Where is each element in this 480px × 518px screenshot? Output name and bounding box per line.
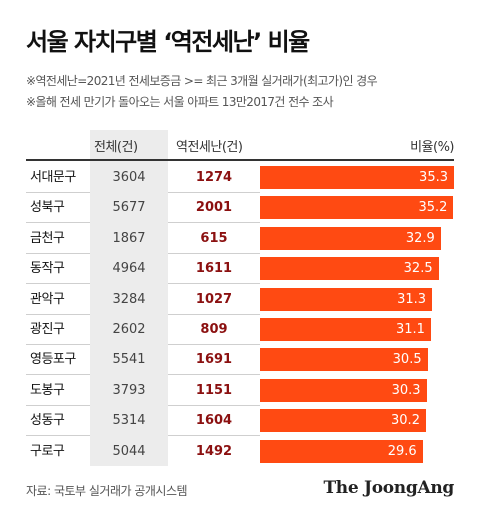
- chart-title: 서울 자치구별 ‘역전세난’ 비율: [26, 28, 310, 56]
- row-divider: [168, 222, 260, 224]
- row-divider: [26, 313, 90, 315]
- row-divider: [168, 192, 260, 193]
- total-count: 3793: [112, 382, 146, 398]
- ratio-label: 32.9: [405, 230, 435, 246]
- table-row: 관악구 3284 1027 31.3: [26, 284, 454, 315]
- row-divider: [168, 435, 260, 437]
- table-row: 구로구 5044 1492 29.6: [26, 436, 454, 467]
- total-count: 2602: [112, 322, 146, 337]
- row-divider: [168, 283, 260, 285]
- row-divider: [168, 344, 260, 345]
- row-divider: [26, 222, 90, 224]
- ratio-label: 31.1: [395, 322, 425, 337]
- table-row: 광진구 2602 809 31.1: [26, 314, 454, 345]
- row-divider: [26, 374, 90, 376]
- row-divider: [26, 344, 90, 345]
- row-divider: [26, 435, 90, 437]
- ratio-label: 35.3: [419, 170, 448, 185]
- district-label: 광진구: [30, 322, 65, 337]
- reversal-count: 1027: [195, 291, 233, 307]
- ratio-bar: [260, 226, 441, 250]
- table-row: 동작구 4964 1611 32.5: [26, 253, 454, 285]
- district-label: 성북구: [30, 200, 65, 216]
- row-divider: [168, 252, 260, 254]
- row-divider: [168, 374, 260, 376]
- reversal-count: 1492: [195, 443, 233, 459]
- total-count: 1867: [112, 230, 146, 246]
- reversal-count: 1691: [195, 352, 233, 368]
- row-divider: [26, 283, 90, 285]
- publisher-logo: The JoongAng: [323, 478, 454, 498]
- total-count: 3604: [112, 170, 146, 185]
- ratio-label: 35.2: [418, 200, 448, 216]
- header-total: 전체(건): [94, 140, 138, 155]
- ratio-bar: [260, 348, 428, 372]
- district-label: 동작구: [30, 261, 65, 277]
- table-row: 서대문구 3604 1274 35.3: [26, 162, 454, 193]
- district-label: 성동구: [30, 413, 65, 429]
- total-count: 4964: [112, 261, 146, 277]
- reversal-count: 615: [200, 230, 228, 246]
- district-label: 도봉구: [30, 382, 65, 398]
- ratio-bar: [260, 257, 439, 281]
- total-count: 5541: [112, 352, 146, 368]
- district-label: 관악구: [30, 291, 65, 307]
- reversal-count: 1604: [195, 413, 233, 429]
- definition-note: ※역전세난=2021년 전세보증금 >= 최근 3개월 실거래가(최고가)인 경…: [26, 74, 378, 88]
- table-row: 도봉구 3793 1151 30.3: [26, 375, 454, 406]
- reversal-count: 1151: [195, 382, 233, 398]
- row-divider: [26, 192, 90, 193]
- table-row: 금천구 1867 615 32.9: [26, 223, 454, 254]
- total-count: 5677: [112, 200, 146, 216]
- ratio-label: 30.2: [391, 413, 420, 429]
- survey-note: ※올해 전세 만기가 돌아오는 서울 아파트 13만2017건 전수 조사: [26, 95, 334, 109]
- header-reversal: 역전세난(건): [176, 140, 243, 155]
- ratio-label: 30.5: [392, 352, 422, 368]
- ratio-label: 32.5: [403, 261, 433, 277]
- total-count: 3284: [112, 291, 146, 307]
- row-divider: [26, 252, 90, 254]
- total-count: 5314: [112, 413, 146, 429]
- district-label: 영등포구: [30, 352, 76, 368]
- source-note: 자료: 국토부 실거래가 공개시스템: [26, 484, 188, 498]
- ratio-bar: [260, 196, 454, 220]
- row-divider: [168, 404, 260, 406]
- reversal-count: 809: [200, 322, 228, 337]
- row-divider: [26, 404, 90, 406]
- table-row: 영등포구 5541 1691 30.5: [26, 344, 454, 376]
- ratio-table: 전체(건) 역전세난(건) 비율(%) 서대문구 3604 1274 35.3 성북구 5…: [26, 130, 454, 466]
- ratio-label: 29.6: [387, 443, 417, 459]
- table-row: 성동구 5314 1604 30.2: [26, 405, 454, 437]
- ratio-label: 30.3: [391, 382, 421, 398]
- table-row: 성북구 5677 2001 35.2: [26, 192, 454, 224]
- district-label: 금천구: [30, 230, 65, 246]
- reversal-count: 1611: [195, 261, 233, 277]
- ratio-bar: [260, 409, 426, 433]
- ratio-bar: [260, 439, 423, 463]
- ratio-bar: [260, 166, 454, 189]
- reversal-count: 2001: [195, 200, 233, 216]
- header-divider: [26, 159, 454, 161]
- reversal-count: 1274: [195, 170, 233, 185]
- row-divider: [168, 313, 260, 315]
- total-count: 5044: [112, 443, 146, 459]
- district-label: 구로구: [30, 443, 65, 459]
- ratio-bar: [260, 378, 427, 402]
- ratio-label: 31.3: [397, 291, 427, 307]
- ratio-bar: [260, 318, 431, 341]
- total-column-background: [90, 130, 168, 466]
- district-label: 서대문구: [30, 170, 76, 185]
- ratio-bar: [260, 287, 433, 311]
- header-ratio: 비율(%): [410, 140, 454, 155]
